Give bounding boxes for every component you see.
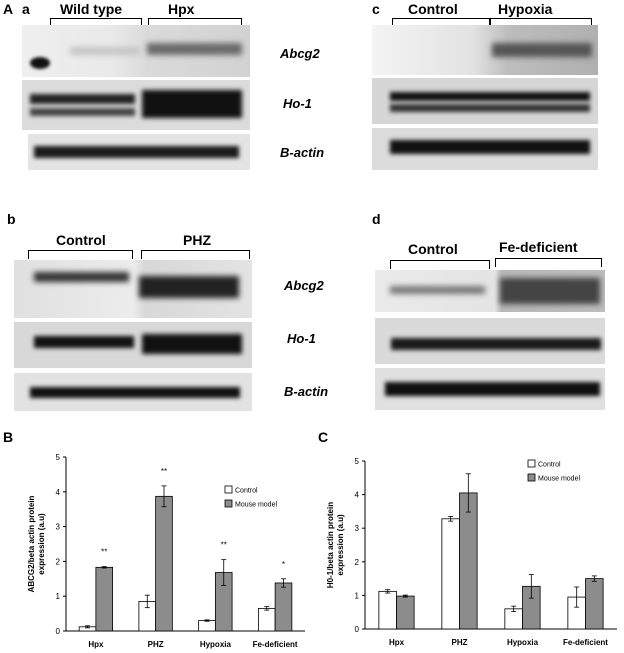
chart-c-ytick-label-5: 5 xyxy=(355,457,360,466)
subpanel-d-label: d xyxy=(372,211,381,227)
bracket-control-b xyxy=(28,250,133,259)
western-blot-abcg2-c xyxy=(372,25,598,75)
group-label-phz: PHZ xyxy=(183,232,211,248)
group-label-fe-deficient: Fe-deficient xyxy=(499,239,578,255)
chart-ho1-svg: 0 1 2 3 4 5 H0-1/beta actin proteinexpression … xyxy=(326,457,617,647)
chart-c-ytick-label-3: 3 xyxy=(355,524,360,533)
group-label-control-c: Control xyxy=(408,1,458,17)
western-blot-bactin-d xyxy=(375,368,605,410)
bracket-hypoxia xyxy=(490,18,592,27)
western-blot-ho1-a xyxy=(22,80,250,130)
chart-b-category-label-hypoxia: Hypoxia xyxy=(200,640,232,649)
panel-c-label: C xyxy=(318,429,329,445)
chart-c-ytick-label-2: 2 xyxy=(355,558,360,567)
chart-b-ylabel-line: ABCG2/beta actin protein xyxy=(27,495,36,592)
group-label-control-b: Control xyxy=(56,232,106,248)
chart-c-bar-hpx-mouse-model xyxy=(396,595,415,630)
chart-c-bar-phz-mouse-model xyxy=(459,492,478,630)
chart-b-ytick-label-2: 2 xyxy=(56,557,61,566)
chart-c-bar-phz-control xyxy=(441,518,460,630)
chart-c-category-label-hpx: Hpx xyxy=(389,638,405,647)
bracket-phz xyxy=(141,250,250,259)
western-blot-bactin-c xyxy=(372,128,598,170)
chart-b-ytick-label-5: 5 xyxy=(56,453,61,462)
chart-abcg2-svg: 0 1 2 3 4 5 ABCG2/beta actin proteinexpression… xyxy=(27,453,305,649)
chart-b-legend-label-0: Control xyxy=(235,488,258,495)
chart-c-ylabel: H0-1/beta actin proteinexpression (a.u) xyxy=(326,502,345,588)
western-blot-bactin-a xyxy=(28,134,250,170)
gene-label-abcg2-b: Abcg2 xyxy=(284,278,324,293)
chart-ho1-expression: 0 1 2 3 4 5 H0-1/beta actin proteinexpression … xyxy=(312,445,622,650)
chart-b-legend-swatch-1 xyxy=(224,499,233,508)
gene-label-ho1-b: Ho-1 xyxy=(287,331,316,346)
chart-b-significance-hpx: ** xyxy=(101,548,107,557)
chart-abcg2-expression: 0 1 2 3 4 5 ABCG2/beta actin proteinexpression… xyxy=(0,445,310,650)
panel-a-label: A xyxy=(3,1,14,17)
chart-c-legend-label-1: Mouse model xyxy=(538,476,580,483)
chart-c-category-label-hypoxia: Hypoxia xyxy=(507,638,539,647)
chart-b-bar-hypoxia-control xyxy=(198,620,216,632)
panel-b-label: B xyxy=(3,429,14,445)
subpanel-a-label: a xyxy=(22,1,30,17)
chart-b-significance-phz: ** xyxy=(161,467,167,476)
chart-b-category-label-fe-deficient: Fe-deficient xyxy=(253,640,298,649)
chart-c-ytick-label-0: 0 xyxy=(355,625,360,634)
chart-b-ytick-label-0: 0 xyxy=(56,627,61,636)
gene-label-abcg2-a: Abcg2 xyxy=(280,46,320,61)
chart-b-ylabel: ABCG2/beta actin proteinexpression (a.u) xyxy=(27,495,46,592)
chart-b-legend-swatch-0 xyxy=(224,485,233,494)
chart-b-ytick-label-3: 3 xyxy=(56,523,61,532)
group-label-wild-type: Wild type xyxy=(60,1,123,17)
chart-b-category-label-phz: PHZ xyxy=(148,640,164,649)
chart-c-ylabel-line: H0-1/beta actin protein xyxy=(326,502,335,588)
chart-c-legend-swatch-0 xyxy=(527,459,536,468)
western-blot-ho1-d xyxy=(375,318,605,364)
chart-b-category-label-hpx: Hpx xyxy=(88,640,104,649)
chart-b-ylabel-line: expression (a.u) xyxy=(37,513,46,575)
chart-c-bar-hpx-control xyxy=(378,590,397,630)
western-blot-abcg2-a xyxy=(22,25,250,77)
chart-b-significance-hypoxia: ** xyxy=(221,541,227,550)
group-label-hpx: Hpx xyxy=(168,1,195,17)
chart-c-category-label-fe-deficient: Fe-deficient xyxy=(563,638,608,647)
chart-b-bar-phz-mouse-model xyxy=(155,495,173,632)
chart-c-category-label-phz: PHZ xyxy=(452,638,468,647)
gene-label-bactin-a: B-actin xyxy=(280,145,325,160)
bracket-control-c xyxy=(392,18,490,27)
chart-c-bar-fe-deficient-mouse-model xyxy=(585,578,604,630)
bracket-wild-type xyxy=(50,18,142,27)
bracket-fe-deficient xyxy=(495,258,602,267)
chart-b-bar-fe-deficient-mouse-model xyxy=(274,582,293,632)
chart-b-ytick-label-1: 1 xyxy=(56,592,61,601)
bracket-hpx xyxy=(148,18,242,27)
western-blot-ho1-b xyxy=(14,322,252,368)
chart-c-ylabel-line: expression (a.u) xyxy=(336,514,345,576)
chart-c-ytick-label-4: 4 xyxy=(355,491,360,500)
gene-label-ho1-a: Ho-1 xyxy=(283,96,312,111)
chart-c-legend-label-0: Control xyxy=(538,462,561,469)
chart-b-bar-fe-deficient-control xyxy=(257,607,276,632)
chart-b-ytick-label-4: 4 xyxy=(56,488,61,497)
chart-b-legend-label-1: Mouse model xyxy=(235,502,277,509)
western-blot-abcg2-b xyxy=(14,260,252,318)
chart-c-ytick-label-1: 1 xyxy=(355,591,360,600)
gene-label-bactin-b: B-actin xyxy=(284,384,329,399)
western-blot-abcg2-d xyxy=(375,270,605,312)
chart-b-significance-fe-deficient: * xyxy=(282,560,285,569)
subpanel-b-label: b xyxy=(7,211,16,227)
western-blot-ho1-c xyxy=(372,78,598,124)
bracket-control-d xyxy=(390,260,490,269)
group-label-control-d: Control xyxy=(408,241,458,257)
group-label-hypoxia: Hypoxia xyxy=(498,1,553,17)
chart-b-bar-hpx-mouse-model xyxy=(95,566,114,632)
chart-c-legend-swatch-1 xyxy=(527,473,536,482)
subpanel-c-label: c xyxy=(372,1,380,17)
western-blot-bactin-b xyxy=(14,373,252,411)
